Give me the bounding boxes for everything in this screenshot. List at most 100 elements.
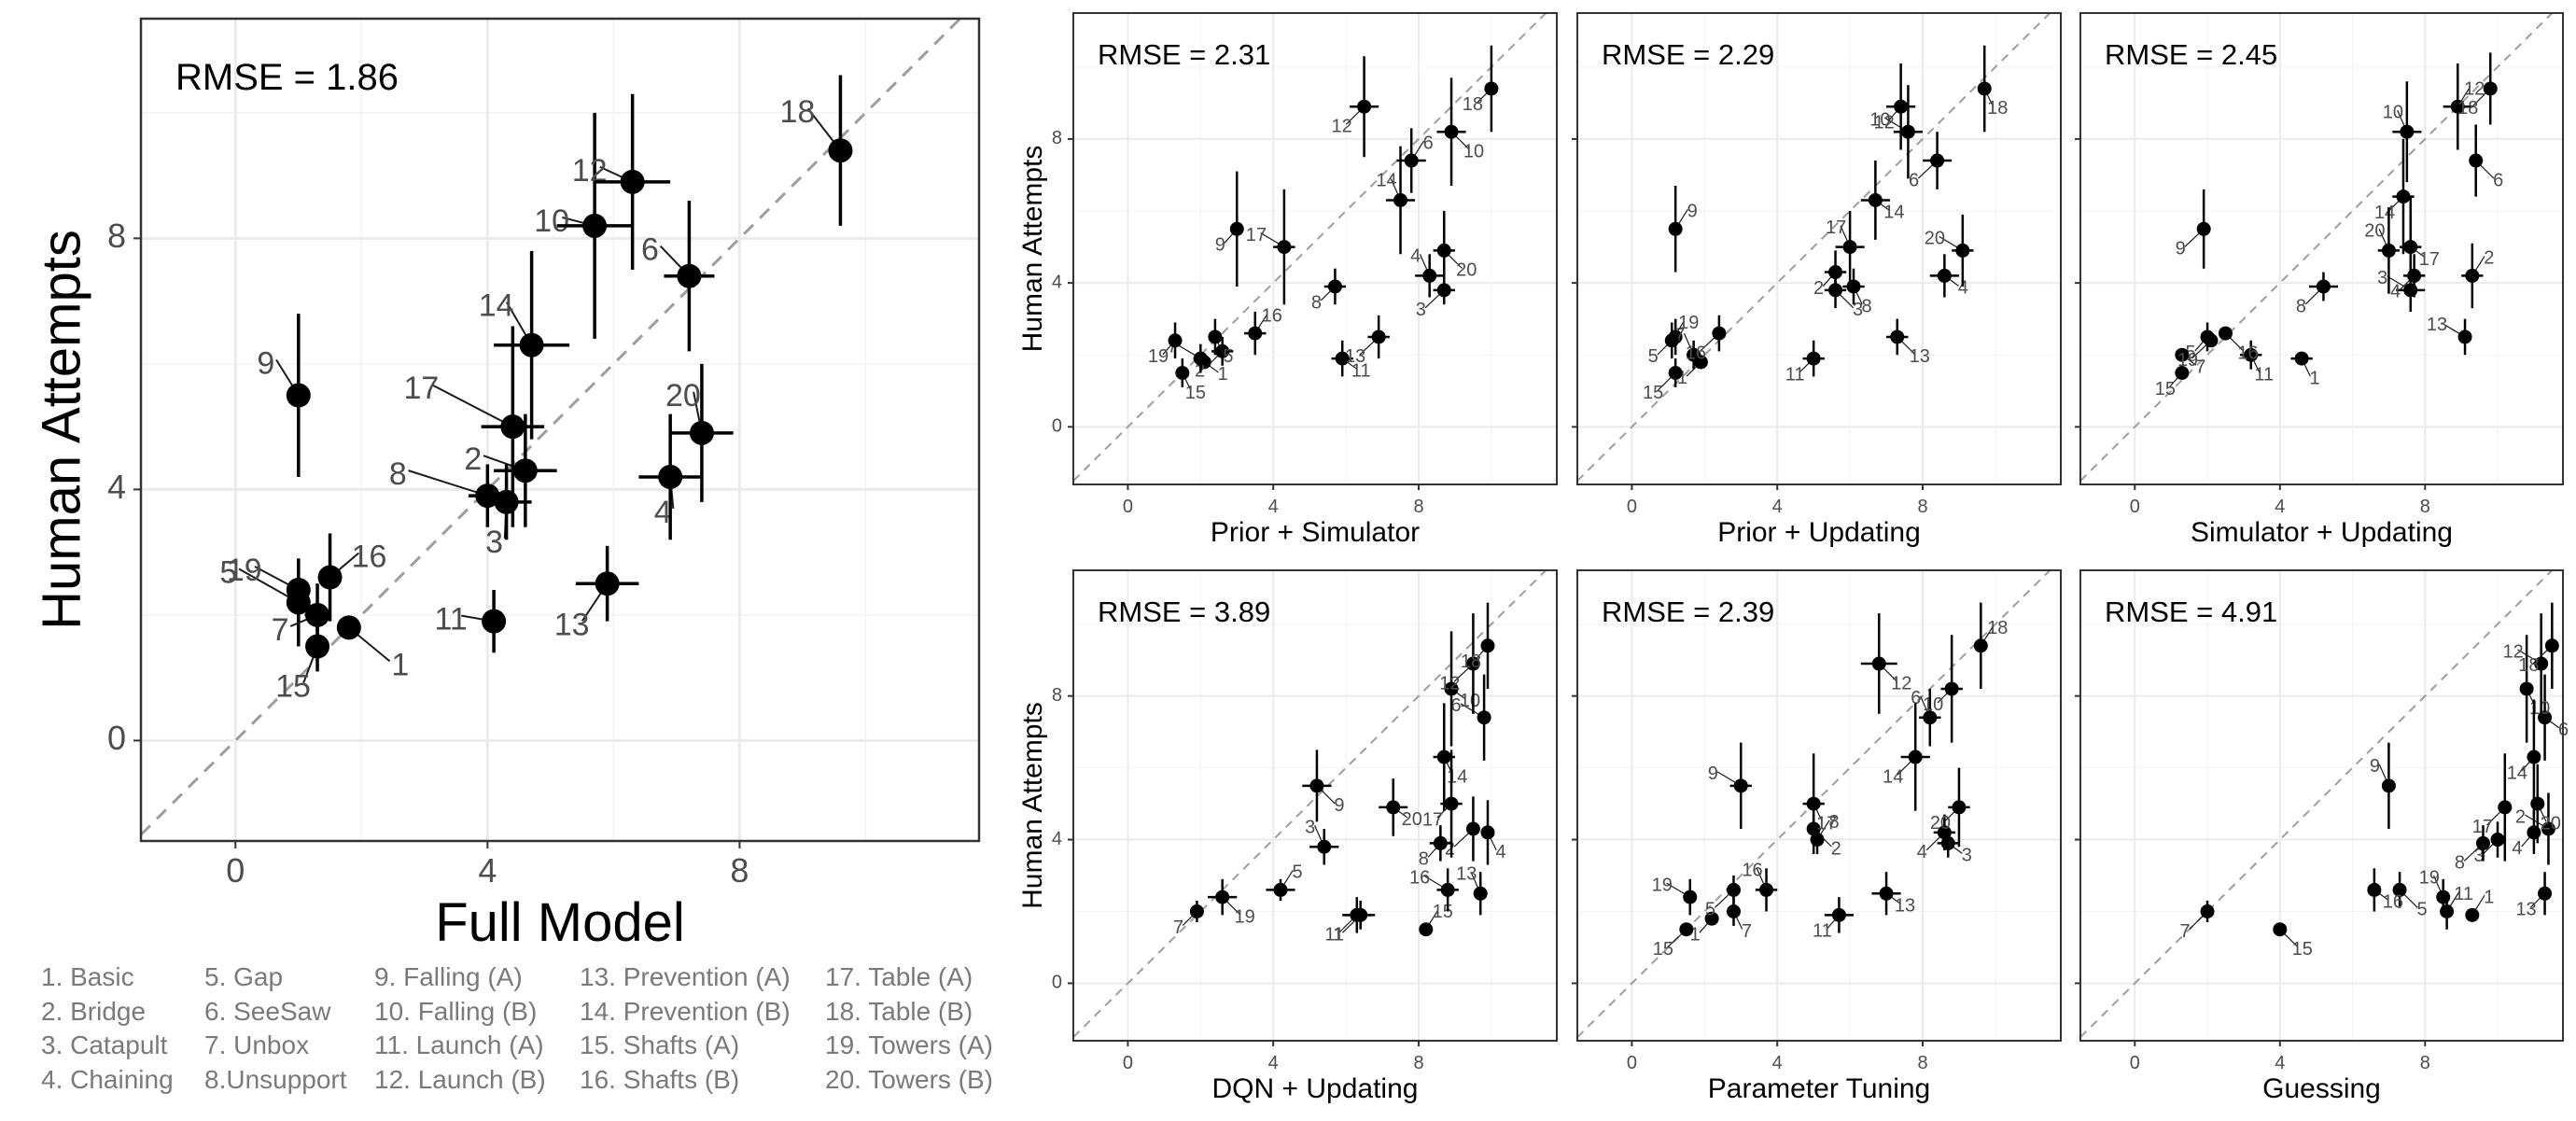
point-label: 4 — [2512, 838, 2522, 859]
point-label: 2 — [1831, 838, 1841, 859]
point-label: 5 — [1292, 862, 1302, 883]
legend-item: 20. Towers (B) — [825, 1065, 993, 1094]
point-label: 15 — [2292, 939, 2313, 960]
point-label: 11 — [1351, 360, 1371, 381]
point-label: 13 — [2427, 315, 2447, 335]
point-label: 17 — [2472, 817, 2493, 837]
point-label: 9 — [1215, 235, 1225, 256]
data-point — [1668, 365, 1683, 380]
data-point — [1810, 833, 1825, 848]
point-label: 3 — [1962, 846, 1972, 866]
point-label: 2 — [1813, 278, 1824, 299]
point-label: 1 — [1218, 364, 1228, 385]
data-point — [1952, 800, 1967, 815]
point-label: 3 — [2377, 268, 2387, 288]
legend-item: 9. Falling (A) — [374, 962, 523, 991]
data-point — [317, 565, 343, 590]
point-label: 19 — [227, 553, 262, 588]
chart-panel-2: 1234567891011121314151617181920048048RMS… — [1017, 12, 1558, 548]
data-point — [512, 458, 538, 483]
data-point — [2381, 243, 2396, 258]
point-label: 12 — [1891, 673, 1911, 694]
data-point — [1828, 283, 1843, 298]
label-leader — [408, 469, 488, 497]
data-point — [2483, 81, 2498, 96]
legend-item: 19. Towers (A) — [825, 1030, 993, 1059]
data-point — [620, 169, 645, 194]
data-point — [1955, 243, 1970, 258]
data-point — [2498, 800, 2513, 815]
plot-frame — [2079, 569, 2564, 1042]
legend-item: 10. Falling (B) — [374, 997, 537, 1026]
point-label: 4 — [1495, 842, 1505, 862]
point-label: 5 — [1223, 346, 1233, 367]
y-tick-label: 4 — [107, 468, 126, 506]
point-label: 10 — [1460, 691, 1480, 711]
point-label: 3 — [1853, 300, 1863, 320]
x-tick-label: 8 — [2420, 497, 2430, 517]
x-tick-label: 4 — [1268, 497, 1279, 517]
data-point — [582, 213, 608, 238]
data-point — [1309, 778, 1324, 793]
data-point — [689, 420, 714, 445]
point-label: 1 — [391, 647, 409, 682]
data-point — [1923, 710, 1938, 725]
point-label: 5 — [2417, 900, 2428, 920]
plot-background — [1073, 13, 1557, 484]
point-label: 18 — [1463, 94, 1483, 115]
point-label: 13 — [1910, 346, 1930, 367]
x-tick-label: 8 — [1413, 497, 1423, 517]
data-point — [2294, 351, 2309, 366]
legend-item: 2. Bridge — [41, 997, 146, 1026]
data-point — [2527, 825, 2541, 840]
x-axis-title: Full Model — [435, 892, 685, 953]
legend-item: 16. Shafts (B) — [580, 1065, 739, 1094]
y-tick-label: 8 — [1052, 685, 1062, 706]
point-label: 18 — [1987, 618, 2008, 638]
point-label: 15 — [2155, 379, 2176, 399]
x-tick-label: 0 — [1123, 497, 1133, 517]
plot-background — [2080, 13, 2563, 484]
data-point — [828, 138, 853, 163]
data-point — [1977, 81, 1992, 96]
point-label: 20 — [1930, 813, 1951, 834]
point-label: 9 — [1708, 764, 1718, 784]
data-point — [1175, 365, 1190, 380]
data-point — [1726, 904, 1741, 918]
point-label: 1 — [1677, 368, 1687, 388]
y-axis-title: Human Attempts — [1017, 146, 1048, 353]
point-label: 18 — [2518, 655, 2539, 676]
data-point — [2218, 326, 2233, 341]
legend-item: 15. Shafts (A) — [580, 1030, 739, 1059]
data-point — [1208, 329, 1223, 344]
plot-background — [141, 19, 979, 841]
data-point — [500, 414, 525, 440]
point-label: 15 — [1643, 383, 1663, 403]
x-tick-label: 0 — [2130, 497, 2140, 517]
data-point — [1440, 882, 1455, 897]
data-point — [2367, 882, 2382, 897]
point-label: 20 — [2364, 221, 2385, 242]
point-label: 16 — [352, 539, 387, 575]
x-tick-label: 4 — [2275, 497, 2285, 517]
point-label: 7 — [2179, 921, 2190, 942]
point-label: 12 — [1331, 117, 1351, 137]
rmse-label: RMSE = 1.86 — [175, 57, 399, 98]
point-label: 3 — [485, 525, 503, 560]
data-point — [1277, 240, 1292, 255]
data-point — [2200, 904, 2215, 918]
task-legend: 1. Basic 2. Bridge 3. Catapult 4. Chaining 5… — [41, 962, 993, 1094]
x-tick-label: 4 — [1772, 1053, 1783, 1073]
point-label: 17 — [2419, 249, 2440, 270]
data-point — [1900, 124, 1915, 139]
point-label: 12 — [1874, 113, 1895, 133]
rmse-label: RMSE = 3.89 — [1098, 596, 1270, 628]
point-label: 3 — [1416, 300, 1426, 320]
data-point — [2475, 835, 2490, 850]
point-label: 15 — [275, 669, 311, 705]
point-label: 8 — [2296, 296, 2306, 316]
x-tick-label: 4 — [1772, 497, 1783, 517]
legend-item: 1. Basic — [41, 962, 134, 991]
plot-frame — [1576, 12, 2062, 485]
